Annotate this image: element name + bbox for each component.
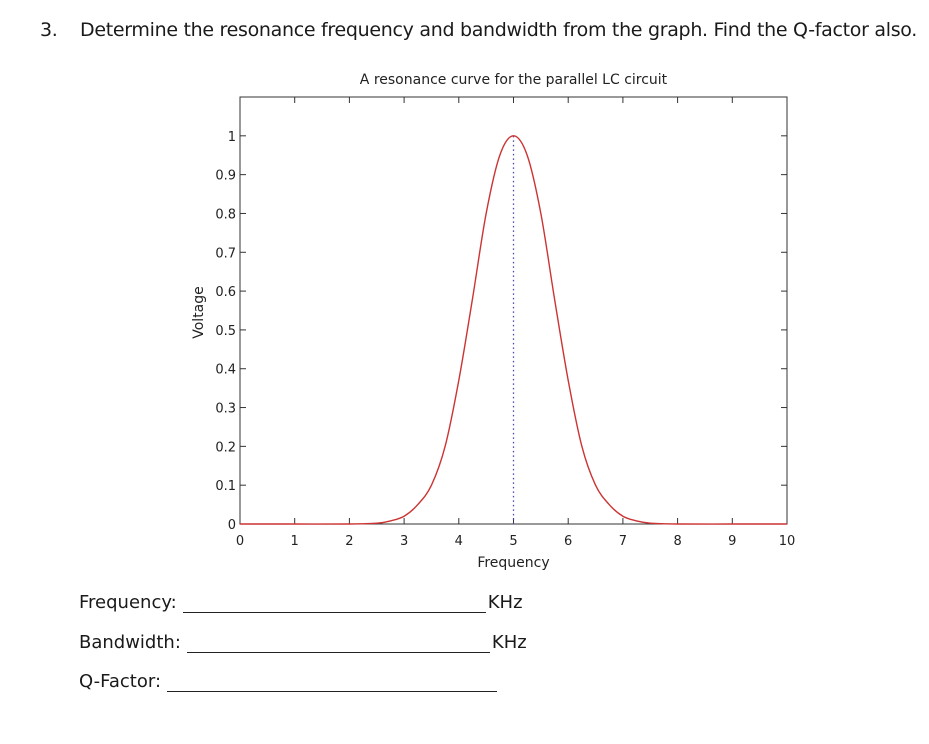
question-number: 3. — [40, 19, 58, 41]
question-text: 3. Determine the resonance frequency and … — [40, 19, 917, 41]
y-tick-label: 0.3 — [215, 402, 236, 417]
frequency-answer-row: Frequency: KHz — [79, 592, 523, 613]
x-tick-label: 8 — [673, 534, 681, 549]
question-prompt: Determine the resonance frequency and ba… — [80, 19, 918, 41]
x-axis-label: Frequency — [477, 555, 549, 571]
x-tick-label: 10 — [779, 534, 796, 549]
y-tick-label: 0 — [228, 518, 236, 533]
x-tick-label: 4 — [455, 534, 463, 549]
y-tick-label: 0.9 — [215, 169, 236, 184]
y-tick-label: 0.5 — [215, 324, 236, 339]
bandwidth-answer-row: Bandwidth: KHz — [79, 632, 527, 653]
chart-title: A resonance curve for the parallel LC ci… — [360, 72, 668, 88]
qfactor-answer-row: Q-Factor: — [79, 671, 499, 692]
x-tick-label: 1 — [291, 534, 299, 549]
bandwidth-blank[interactable] — [186, 634, 490, 653]
bandwidth-label: Bandwidth: — [79, 632, 181, 653]
resonance-curve — [240, 135, 787, 525]
y-tick-label: 1 — [228, 130, 236, 145]
y-tick-label: 0.8 — [215, 207, 236, 222]
x-tick-label: 2 — [345, 534, 353, 549]
qfactor-label: Q-Factor: — [79, 671, 162, 692]
y-tick-label: 0.1 — [215, 479, 236, 494]
y-tick-label: 0.7 — [215, 246, 236, 261]
frequency-label: Frequency: — [79, 592, 177, 613]
x-tick-label: 6 — [564, 534, 572, 549]
x-tick-label: 0 — [236, 534, 244, 549]
frequency-blank[interactable] — [182, 594, 486, 613]
bandwidth-unit: KHz — [491, 632, 527, 653]
y-tick-label: 0.2 — [215, 440, 236, 455]
qfactor-blank[interactable] — [167, 673, 498, 692]
x-tick-label: 9 — [728, 534, 736, 549]
frequency-unit: KHz — [487, 592, 523, 613]
y-tick-label: 0.6 — [215, 285, 236, 300]
y-tick-label: 0.4 — [215, 363, 236, 378]
y-axis-label: Voltage — [191, 286, 207, 339]
x-tick-label: 5 — [509, 534, 517, 549]
x-tick-label: 7 — [619, 534, 627, 549]
x-tick-label: 3 — [400, 534, 408, 549]
